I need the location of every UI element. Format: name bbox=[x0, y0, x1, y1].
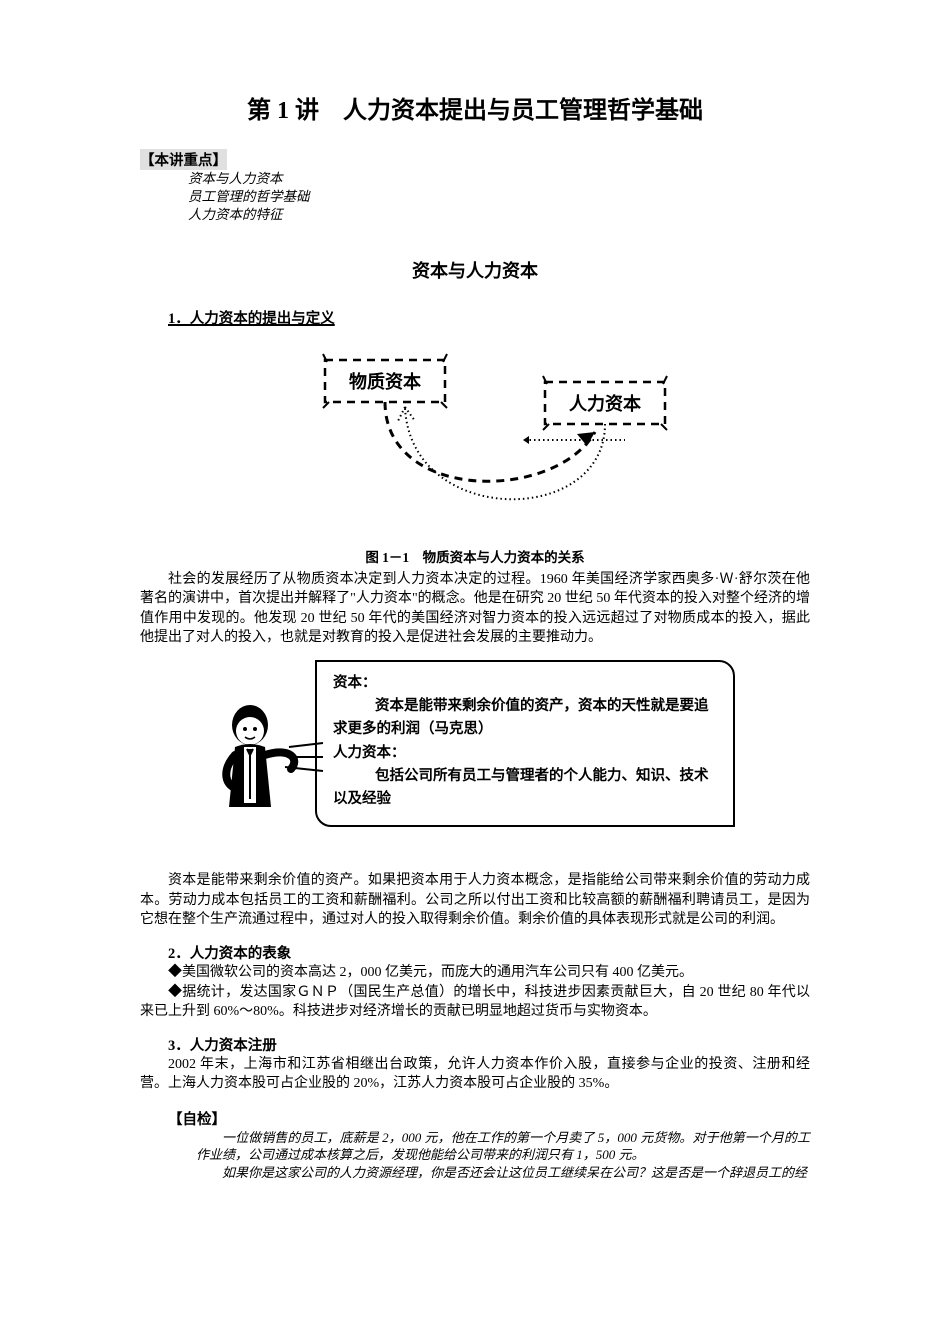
figure-caption: 图 1－1 物质资本与人力资本的关系 bbox=[140, 546, 810, 566]
keypoint-item: 员工管理的哲学基础 bbox=[188, 188, 810, 206]
paragraph-2: 资本是能带来剩余价值的资产。如果把资本用于人力资本概念，是指能给公司带来剩余价值… bbox=[140, 871, 810, 930]
page-title: 第 1 讲 人力资本提出与员工管理哲学基础 bbox=[140, 90, 810, 125]
definition-callout: 资本： 资本是能带来剩余价值的资产，资本的天性就是要追求更多的利润（马克思） 人… bbox=[215, 660, 735, 827]
def-hr-text: 包括公司所有员工与管理者的个人能力、知识、技术以及经验 bbox=[333, 765, 717, 811]
person-icon bbox=[195, 697, 325, 857]
paragraph-1: 社会的发展经历了从物质资本决定到人力资本决定的过程。1960 年美国经济学家西奥… bbox=[140, 570, 810, 648]
sub3-paragraph: 2002 年末，上海市和江苏省相继出台政策，允许人力资本作价入股，直接参与企业的… bbox=[140, 1055, 810, 1094]
def-capital-text: 资本是能带来剩余价值的资产，资本的天性就是要追求更多的利润（马克思） bbox=[333, 695, 717, 741]
keypoints-label: 【本讲重点】 bbox=[140, 149, 227, 170]
selfcheck-line: 一位做销售的员工，底薪是 2，000 元，他在工作的第一个月卖了 5，000 元… bbox=[196, 1129, 810, 1164]
selfcheck-body: 一位做销售的员工，底薪是 2，000 元，他在工作的第一个月卖了 5，000 元… bbox=[196, 1129, 810, 1182]
subheading-3: 3．人力资本注册 bbox=[140, 1034, 810, 1055]
section-heading: 资本与人力资本 bbox=[140, 257, 810, 283]
keypoint-item: 资本与人力资本 bbox=[188, 170, 810, 188]
diagram-node-left: 物质资本 bbox=[349, 371, 421, 392]
keypoint-item: 人力资本的特征 bbox=[188, 206, 810, 224]
diagram-1: 物质资本 人力资本 bbox=[140, 332, 810, 542]
keypoints-block: 【本讲重点】 资本与人力资本 员工管理的哲学基础 人力资本的特征 bbox=[140, 149, 810, 225]
sub2-line-1: ◆美国微软公司的资本高达 2，000 亿美元，而庞大的通用汽车公司只有 400 … bbox=[140, 963, 810, 983]
def-hr-label: 人力资本： bbox=[333, 745, 406, 761]
diagram-node-right: 人力资本 bbox=[569, 393, 641, 414]
subheading-2: 2．人力资本的表象 bbox=[140, 942, 810, 963]
def-capital-label: 资本： bbox=[333, 675, 377, 691]
sub2-line-2: ◆据统计，发达国家ＧＮＰ（国民生产总值）的增长中，科技进步因素贡献巨大，自 20… bbox=[140, 983, 810, 1022]
subheading-1: 1．人力资本的提出与定义 bbox=[140, 307, 810, 328]
selfcheck-line: 如果你是这家公司的人力资源经理，你是否还会让这位员工继续呆在公司？这是否是一个辞… bbox=[196, 1164, 810, 1182]
selfcheck-label: 【自检】 bbox=[140, 1108, 810, 1129]
